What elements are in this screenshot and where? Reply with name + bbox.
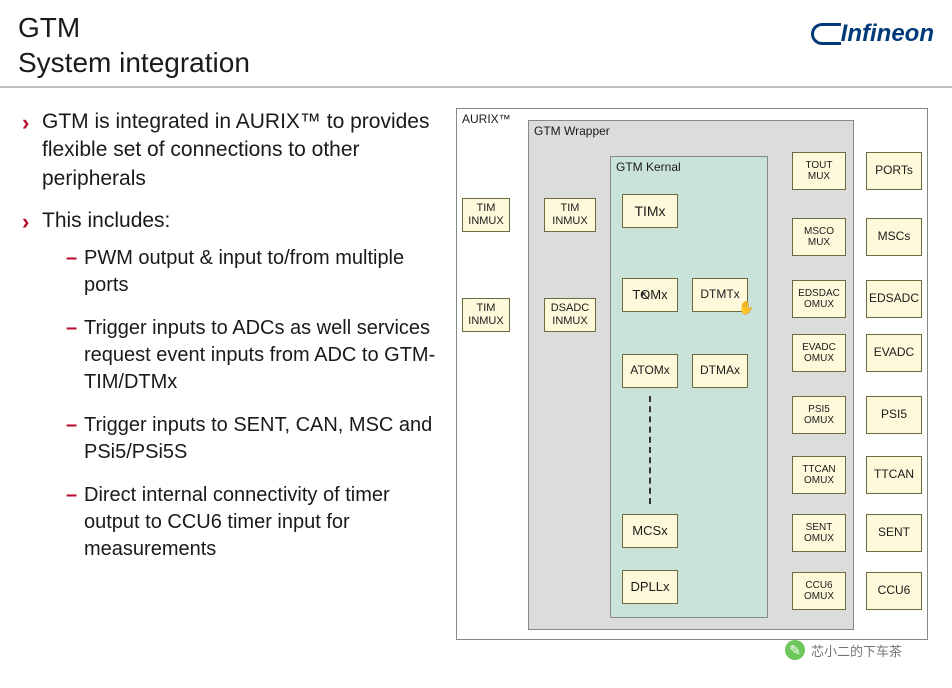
periph-5: TTCAN (866, 456, 922, 494)
bullet-main-1-text: This includes: (42, 209, 170, 232)
bullet-list: GTM is integrated in AURIX™ to provides … (0, 88, 452, 644)
infineon-logo: Infineon (811, 20, 934, 48)
bullet-sub-3: Direct internal connectivity of timer ou… (66, 482, 446, 563)
cursor-icon: ↖ (640, 288, 651, 304)
gtm-wrapper-region-label: GTM Wrapper (534, 124, 610, 138)
periph-3: EVADC (866, 334, 922, 372)
bullet-main-0: GTM is integrated in AURIX™ to provides … (22, 108, 446, 193)
periph-4: PSI5 (866, 396, 922, 434)
left-input-0: TIM INMUX (462, 198, 510, 232)
omux-5: TTCAN OMUX (792, 456, 846, 494)
dashed-continuation (649, 396, 651, 504)
logo-text: Infineon (841, 20, 934, 48)
content: GTM is integrated in AURIX™ to provides … (0, 88, 952, 644)
kernal-block-4: DTMAx (692, 354, 748, 388)
omux-2: EDSDAC OMUX (792, 280, 846, 318)
omux-0: TOUT MUX (792, 152, 846, 190)
logo-arc-icon (811, 23, 841, 45)
watermark: ✎ 芯小二的下车茶 (785, 640, 902, 660)
periph-7: CCU6 (866, 572, 922, 610)
omux-6: SENT OMUX (792, 514, 846, 552)
block-diagram: AURIX™ GTM Wrapper GTM Kernal TIM INMUX TIM … (452, 104, 932, 644)
bullet-sub-1: Trigger inputs to ADCs as well services … (66, 315, 446, 396)
kernal-block-6: DPLLx (622, 570, 678, 604)
header: GTM System integration Infineon (0, 0, 952, 88)
page-title-line1: GTM (18, 10, 934, 45)
omux-7: CCU6 OMUX (792, 572, 846, 610)
bullet-sub-2: Trigger inputs to SENT, CAN, MSC and PSi… (66, 412, 446, 466)
watermark-icon: ✎ (785, 640, 805, 660)
periph-0: PORTs (866, 152, 922, 190)
kernal-block-0: TIMx (622, 194, 678, 228)
bullet-main-1: This includes: PWM output & input to/fro… (22, 207, 446, 563)
kernal-block-3: ATOMx (622, 354, 678, 388)
wrapper-mux-0: TIM INMUX (544, 198, 596, 232)
aurix-region-label: AURIX™ (462, 112, 511, 126)
hand-icon: ✋ (738, 300, 754, 316)
kernal-block-5: MCSx (622, 514, 678, 548)
periph-6: SENT (866, 514, 922, 552)
gtm-kernal-region-label: GTM Kernal (616, 160, 681, 174)
periph-1: MSCs (866, 218, 922, 256)
omux-4: PSI5 OMUX (792, 396, 846, 434)
omux-1: MSCO MUX (792, 218, 846, 256)
watermark-text: 芯小二的下车茶 (811, 641, 902, 660)
wrapper-mux-1: DSADC INMUX (544, 298, 596, 332)
bullet-sub-0: PWM output & input to/from multiple port… (66, 245, 446, 299)
page-title-line2: System integration (18, 45, 934, 80)
omux-3: EVADC OMUX (792, 334, 846, 372)
periph-2: EDSADC (866, 280, 922, 318)
left-input-1: TIM INMUX (462, 298, 510, 332)
